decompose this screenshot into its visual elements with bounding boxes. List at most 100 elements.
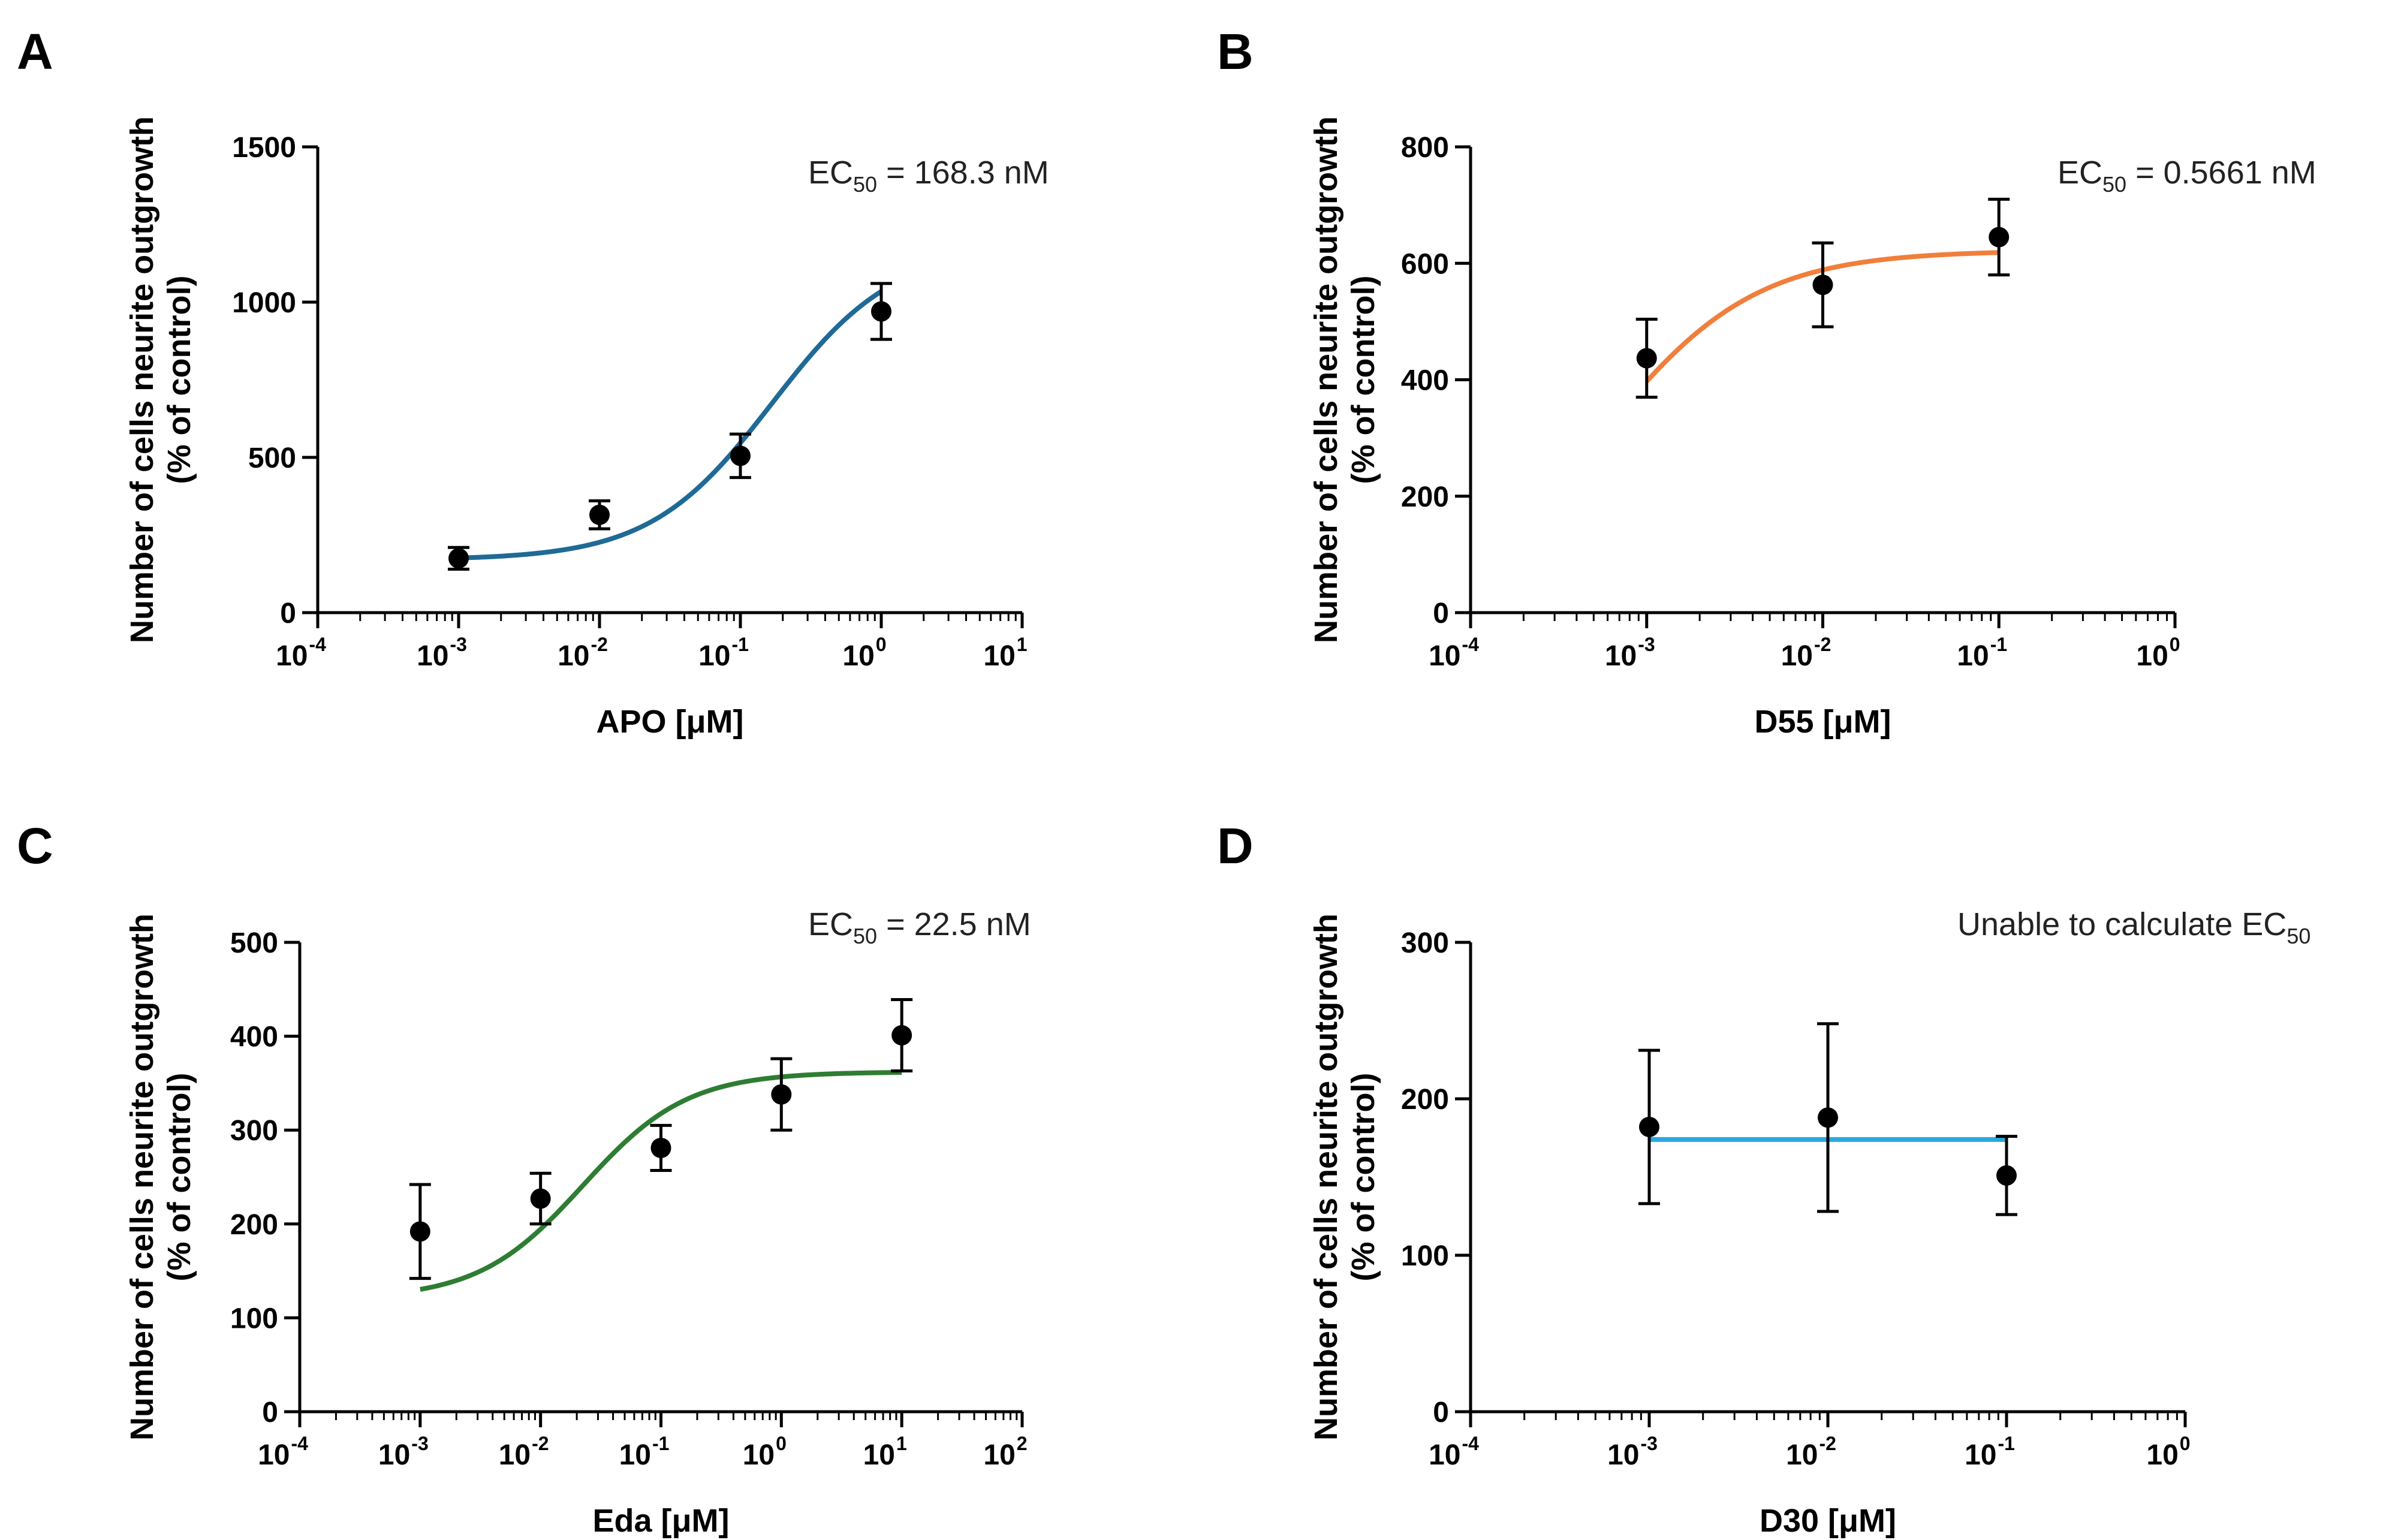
data-point — [1635, 317, 1658, 399]
x-tick-label: 102 — [983, 1433, 1027, 1471]
y-tick-label: 200 — [230, 1209, 278, 1241]
x-tick-label: 10-2 — [558, 634, 608, 672]
x-tick-exponent: -1 — [652, 1433, 669, 1454]
x-tick-label: 10-2 — [499, 1433, 549, 1471]
data-point — [1988, 197, 2010, 277]
data-point — [1638, 1048, 1660, 1206]
x-tick-exponent: -2 — [1819, 1433, 1836, 1454]
x-tick-label: 10-1 — [698, 634, 749, 672]
data-point — [650, 1123, 672, 1173]
x-tick-label: 100 — [2146, 1433, 2190, 1471]
data-point — [770, 1057, 793, 1132]
y-axis-title: Number of cells neurite outgrowth — [1308, 116, 1344, 643]
annotation-subscript: 50 — [2286, 924, 2310, 948]
data-marker — [891, 1025, 912, 1046]
x-tick-exponent: -3 — [450, 634, 466, 655]
y-tick-label: 100 — [1401, 1240, 1449, 1272]
x-tick-label: 10-1 — [1965, 1433, 2015, 1471]
y-tick-label: 400 — [1401, 365, 1449, 397]
annotation-rest: = 0.5661 nM — [2126, 155, 2316, 191]
x-tick-label: 10-1 — [1957, 634, 2007, 672]
y-tick-label: 1500 — [232, 132, 296, 164]
data-point — [529, 1171, 552, 1226]
ec50-annotation: EC50 = 22.5 nM — [808, 906, 1031, 948]
x-axis-title: APO [μM] — [596, 704, 743, 740]
y-tick-label: 200 — [1401, 481, 1449, 513]
x-tick-label: 10-3 — [417, 634, 467, 672]
y-tick-label: 300 — [1401, 927, 1449, 959]
data-point — [409, 1183, 431, 1280]
y-tick-label: 0 — [1433, 1397, 1449, 1429]
x-tick-label: 10-3 — [1605, 634, 1655, 672]
y-tick-label: 300 — [230, 1115, 278, 1147]
data-point — [891, 998, 913, 1073]
x-tick-exponent: 0 — [876, 634, 887, 655]
y-axis-subtitle: (% of control) — [1345, 1073, 1381, 1282]
x-tick-exponent: -2 — [591, 634, 607, 655]
annotation-main: EC — [808, 155, 853, 191]
y-tick-label: 800 — [1401, 132, 1449, 164]
x-tick-exponent: -3 — [1638, 634, 1655, 655]
x-tick-label: 100 — [842, 634, 886, 672]
data-marker — [409, 1221, 430, 1242]
x-tick-label: 10-2 — [1786, 1433, 1836, 1471]
data-point — [589, 499, 610, 531]
x-tick-exponent: -1 — [1990, 634, 2007, 655]
y-tick-label: 0 — [262, 1397, 278, 1429]
ec50-annotation: EC50 = 0.5661 nM — [2057, 155, 2316, 197]
x-axis-title: D30 [μM] — [1760, 1503, 1896, 1539]
data-point — [448, 546, 469, 571]
data-marker — [1989, 227, 2010, 248]
x-tick-label: 10-3 — [1607, 1433, 1658, 1471]
data-marker — [589, 504, 610, 525]
y-axis-title: Number of cells neurite outgrowth — [1308, 914, 1344, 1440]
data-marker — [1812, 275, 1833, 296]
y-tick-label: 0 — [280, 598, 296, 629]
x-tick-label: 10-2 — [1781, 634, 1831, 672]
y-axis-title: Number of cells neurite outgrowth — [124, 116, 160, 643]
x-tick-label: 10-4 — [258, 1433, 308, 1471]
x-tick-exponent: -4 — [1462, 634, 1479, 655]
x-tick-label: 10-1 — [619, 1433, 670, 1471]
data-marker — [771, 1084, 792, 1105]
panel-letter: B — [1217, 23, 1254, 80]
data-point — [1817, 1022, 1839, 1213]
y-tick-label: 500 — [230, 927, 278, 959]
y-tick-label: 500 — [248, 442, 296, 474]
x-tick-label: 100 — [2136, 634, 2180, 672]
x-axis-title: Eda [μM] — [592, 1503, 729, 1539]
data-marker — [1996, 1165, 2017, 1186]
x-tick-label: 10-3 — [378, 1433, 429, 1471]
data-marker — [871, 301, 891, 322]
y-tick-label: 100 — [230, 1303, 278, 1334]
x-tick-exponent: -4 — [309, 634, 326, 655]
annotation-main: Unable to calculate EC — [1957, 906, 2286, 942]
y-axis-subtitle: (% of control) — [1345, 276, 1381, 484]
y-axis-title: Number of cells neurite outgrowth — [124, 914, 160, 1440]
x-tick-exponent: 0 — [2180, 1433, 2191, 1454]
data-marker — [448, 548, 469, 569]
y-tick-label: 400 — [230, 1021, 278, 1053]
y-tick-label: 600 — [1401, 248, 1449, 280]
y-tick-label: 200 — [1401, 1084, 1449, 1116]
data-marker — [1639, 1116, 1659, 1137]
x-tick-exponent: 0 — [2170, 634, 2180, 655]
data-marker — [1636, 348, 1657, 369]
data-point — [1812, 241, 1834, 329]
x-tick-exponent: 0 — [776, 1433, 787, 1454]
x-tick-exponent: 1 — [1017, 634, 1028, 655]
x-tick-exponent: 1 — [896, 1433, 907, 1454]
x-tick-exponent: -2 — [532, 1433, 549, 1454]
annotation-subscript: 50 — [853, 924, 877, 948]
y-axis-subtitle: (% of control) — [161, 276, 197, 484]
data-point — [870, 282, 892, 341]
y-tick-label: 0 — [1433, 598, 1449, 629]
x-tick-exponent: 2 — [1017, 1433, 1028, 1454]
x-tick-label: 101 — [863, 1433, 907, 1471]
annotation-rest: = 168.3 nM — [877, 155, 1049, 191]
ec50-annotation: Unable to calculate EC50 — [1957, 906, 2310, 948]
annotation-main: EC — [2057, 155, 2102, 191]
